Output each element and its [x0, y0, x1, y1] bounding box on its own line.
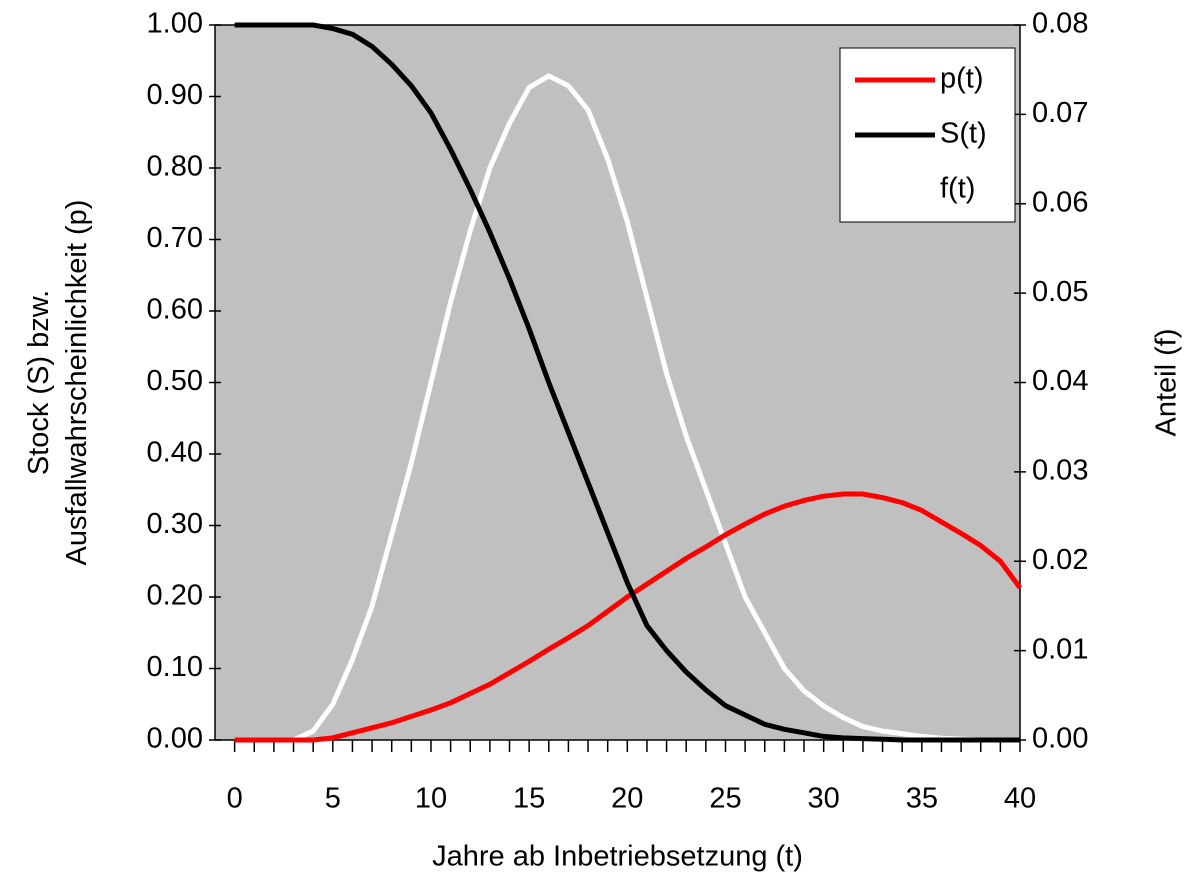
- y-tick-label: 0.80: [147, 151, 203, 183]
- legend-label: f(t): [940, 173, 975, 205]
- y-axis-label-line: Stock (S) bzw.: [23, 290, 55, 475]
- y-tick-label: 0.90: [147, 79, 203, 111]
- series-line: [234, 491, 1023, 743]
- x-tick-label: 0: [227, 783, 243, 815]
- y2-tick-label: 0.06: [1032, 186, 1088, 218]
- x-tick-label: 40: [1004, 783, 1036, 815]
- y-axis-label-line: Ausfallwahrscheinlichkeit (p): [61, 200, 93, 566]
- x-tick-label: 5: [325, 783, 341, 815]
- y2-tick-label: 0.03: [1032, 455, 1088, 487]
- y-tick-label: 0.60: [147, 294, 203, 326]
- y2-axis-label: Anteil (f): [1151, 329, 1183, 437]
- y-tick-label: 0.20: [147, 580, 203, 612]
- y-tick-label: 1.00: [147, 8, 203, 40]
- y-tick-label: 0.70: [147, 222, 203, 254]
- series-line: [234, 73, 1020, 743]
- y-axis-label: Stock (S) bzw. Ausfallwahrscheinlichkeit …: [23, 200, 93, 566]
- y-tick-label: 0.10: [147, 651, 203, 683]
- x-axis-label: Jahre ab Inbetriebsetzung (t): [432, 841, 803, 873]
- x-tick-label: 20: [611, 783, 643, 815]
- x-tick-label: 25: [709, 783, 741, 815]
- x-tick-label: 35: [906, 783, 938, 815]
- legend-label: S(t): [940, 118, 987, 150]
- y-tick-label: 0.40: [147, 437, 203, 469]
- x-tick-label: 15: [513, 783, 545, 815]
- y2-tick-label: 0.04: [1032, 365, 1088, 397]
- x-tick-label: 30: [808, 783, 840, 815]
- y2-tick-label: 0.08: [1032, 8, 1088, 40]
- y-tick-label: 0.00: [147, 723, 203, 755]
- y2-tick-label: 0.05: [1032, 276, 1088, 308]
- y2-tick-label: 0.02: [1032, 544, 1088, 576]
- y2-tick-label: 0.00: [1032, 723, 1088, 755]
- y2-tick-label: 0.07: [1032, 97, 1088, 129]
- y-tick-label: 0.50: [147, 365, 203, 397]
- legend-label: p(t): [940, 63, 984, 95]
- y2-tick-label: 0.01: [1032, 633, 1088, 665]
- series-line: [234, 22, 1020, 743]
- x-tick-label: 10: [415, 783, 447, 815]
- y-tick-label: 0.30: [147, 508, 203, 540]
